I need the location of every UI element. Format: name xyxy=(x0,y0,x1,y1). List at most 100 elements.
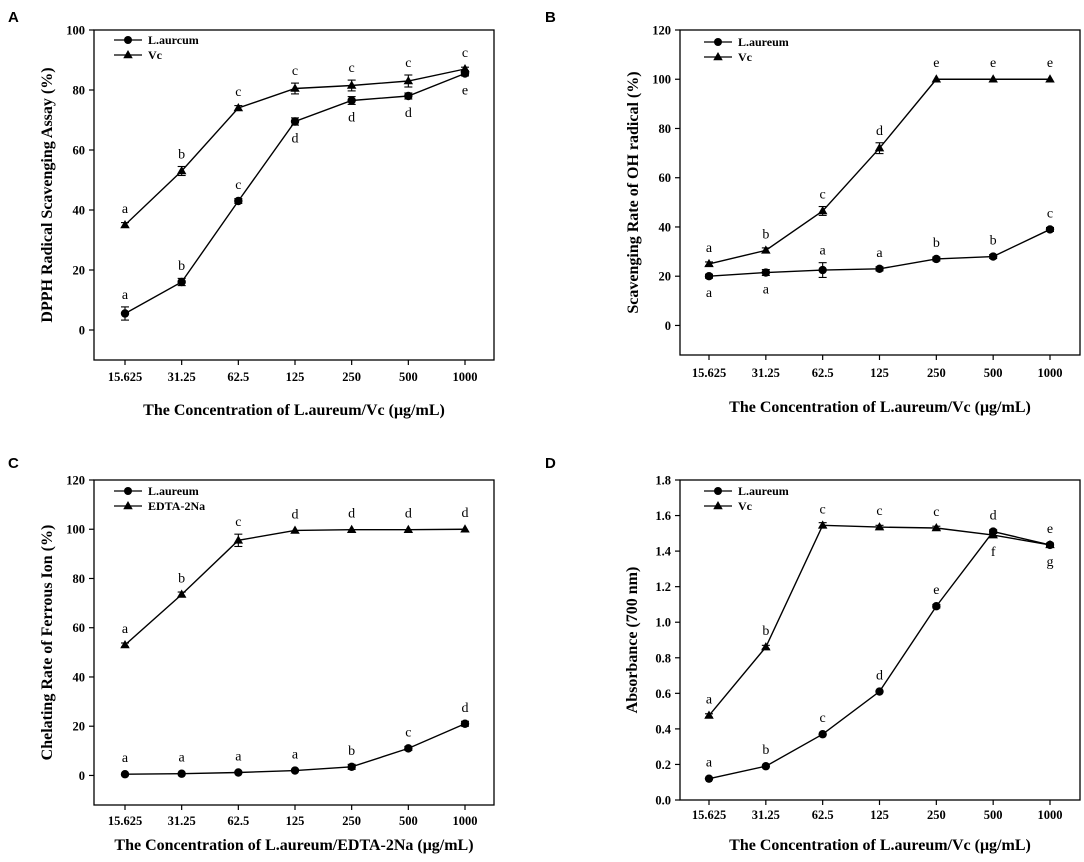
significance-letter: e xyxy=(933,583,939,598)
significance-letter: a xyxy=(235,750,242,765)
significance-letter: e xyxy=(462,84,468,99)
x-tick-label: 1000 xyxy=(453,370,478,384)
data-point-circle xyxy=(347,96,356,105)
legend-label: L.aurcum xyxy=(148,33,199,47)
significance-letter: c xyxy=(820,502,826,517)
y-tick-label: 100 xyxy=(652,73,671,87)
legend-label: EDTA-2Na xyxy=(148,499,205,513)
significance-letter: c xyxy=(820,711,826,726)
x-tick-label: 15.625 xyxy=(108,814,142,828)
y-axis-title: Scavenging Rate of OH radical (%) xyxy=(625,71,642,313)
significance-letter: d xyxy=(405,507,412,522)
y-axis-title: Absorbance (700 nm) xyxy=(624,567,641,714)
panel-letter: A xyxy=(8,9,19,26)
y-tick-label: 20 xyxy=(73,720,86,734)
legend-label: Vc xyxy=(738,499,753,513)
significance-letter: c xyxy=(292,64,298,79)
significance-letter: b xyxy=(762,227,769,242)
significance-letter: c xyxy=(405,725,411,740)
significance-letter: b xyxy=(933,236,940,251)
significance-letter: e xyxy=(1047,522,1053,537)
y-tick-label: 40 xyxy=(73,670,86,684)
legend-marker-circle xyxy=(124,487,132,495)
significance-letter: a xyxy=(876,246,883,261)
y-tick-label: 0 xyxy=(665,319,671,333)
series-line-2 xyxy=(124,528,466,646)
data-point-circle xyxy=(404,91,413,101)
x-tick-label: 125 xyxy=(870,808,889,822)
x-tick-label: 62.5 xyxy=(227,814,249,828)
x-tick-label: 500 xyxy=(984,366,1003,380)
data-point-triangle xyxy=(704,710,714,719)
y-tick-label: 60 xyxy=(73,621,86,635)
y-tick-label: 80 xyxy=(73,572,86,586)
y-axis-title: DPPH Radical Scavenging Assay (%) xyxy=(39,67,56,322)
significance-letter: a xyxy=(706,693,713,708)
legend-label: L.aureum xyxy=(738,484,789,498)
series-line-2 xyxy=(708,524,1051,717)
significance-letter: c xyxy=(933,505,939,520)
y-tick-label: 0.0 xyxy=(655,794,671,808)
significance-letter: d xyxy=(876,124,883,139)
data-point-triangle xyxy=(290,83,300,92)
data-point-triangle xyxy=(817,520,828,529)
data-point-circle xyxy=(761,762,771,771)
x-tick-label: 31.25 xyxy=(752,366,780,380)
significance-letter: a xyxy=(122,622,129,637)
legend-marker-triangle xyxy=(713,52,723,61)
data-point-triangle xyxy=(817,205,828,215)
x-tick-label: 31.25 xyxy=(752,808,780,822)
y-tick-label: 80 xyxy=(73,84,86,98)
significance-letter: b xyxy=(348,744,355,759)
significance-letter: c xyxy=(820,188,826,203)
data-point-circle xyxy=(120,770,130,779)
significance-letter: f xyxy=(991,545,996,560)
significance-letter: d xyxy=(876,669,883,684)
data-point-circle xyxy=(988,252,998,261)
x-tick-label: 31.25 xyxy=(168,814,196,828)
y-tick-label: 60 xyxy=(73,144,86,158)
x-axis-title: The Concentration of L.aureum/Vc (μg/mL) xyxy=(729,399,1031,416)
data-point-circle xyxy=(120,309,130,318)
data-point-circle xyxy=(875,264,884,274)
panel-d: D 0.0 0.2 0.4 0.6 0.8 1.0 1.2 1.4 1.6 1.8 15.625 31.… xyxy=(545,455,1081,854)
data-point-circle xyxy=(460,719,470,728)
data-point-triangle xyxy=(176,166,187,175)
y-tick-label: 1.4 xyxy=(655,545,671,559)
significance-letter: b xyxy=(990,234,997,249)
significance-letter: c xyxy=(462,46,468,61)
x-tick-label: 250 xyxy=(927,366,946,380)
significance-letter: c xyxy=(235,515,241,530)
data-point-circle xyxy=(404,744,413,753)
y-tick-label: 100 xyxy=(66,523,85,537)
data-point-circle xyxy=(234,768,243,777)
x-tick-label: 500 xyxy=(984,808,1003,822)
significance-letter: a xyxy=(763,283,770,298)
data-point-circle xyxy=(1045,225,1055,234)
series-line-2 xyxy=(708,78,1050,265)
data-point-triangle xyxy=(290,525,300,534)
significance-letter: a xyxy=(706,241,713,256)
x-tick-label: 250 xyxy=(342,370,361,384)
data-point-triangle xyxy=(1045,539,1055,549)
y-tick-label: 0.8 xyxy=(655,651,671,665)
y-tick-label: 0 xyxy=(79,324,85,338)
x-tick-label: 250 xyxy=(342,814,361,828)
significance-letter: a xyxy=(292,748,299,763)
y-tick-label: 0.2 xyxy=(655,758,671,772)
y-tick-label: 80 xyxy=(659,122,672,136)
x-tick-label: 15.625 xyxy=(692,808,726,822)
x-axis-title: The Concentration of L.aureum/EDTA-2Na (… xyxy=(114,837,473,854)
x-tick-label: 31.25 xyxy=(168,370,196,384)
x-tick-label: 250 xyxy=(927,808,946,822)
data-point-triangle xyxy=(403,524,414,533)
significance-letter: d xyxy=(348,111,355,126)
data-point-triangle xyxy=(988,530,998,539)
y-axis-title: Chelating Rate of Ferrous Ion (%) xyxy=(39,525,56,761)
data-point-triangle xyxy=(761,245,771,254)
y-tick-label: 40 xyxy=(73,204,86,218)
legend-marker-triangle xyxy=(123,501,133,510)
y-tick-label: 1.8 xyxy=(655,474,671,488)
data-point-circle xyxy=(875,687,884,696)
